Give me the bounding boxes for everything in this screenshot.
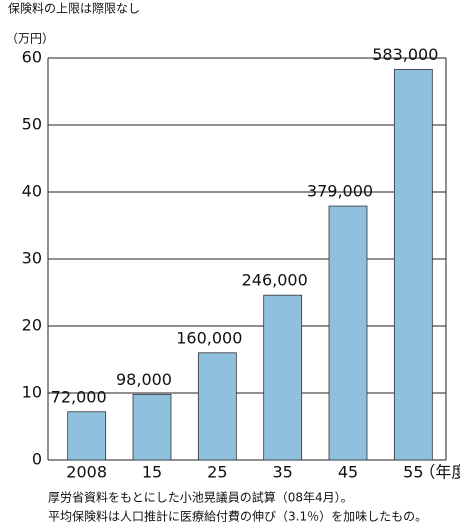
y-axis-label: （万円） [6, 32, 54, 46]
x-axis-label: （年度） [419, 463, 460, 482]
bar [393, 68, 433, 461]
chart-title: 保険料の上限は際限なし [8, 2, 140, 16]
x-tick-label: 35 [272, 463, 292, 482]
x-tick-label: 45 [338, 463, 358, 482]
data-label: 583,000 [372, 45, 438, 64]
bar [197, 352, 237, 461]
bar [263, 294, 303, 461]
y-tick-label: 40 [22, 182, 42, 201]
x-tick-label: 25 [207, 463, 227, 482]
y-tick-label: 50 [22, 115, 42, 134]
data-label: 98,000 [116, 370, 172, 389]
bar [67, 411, 107, 461]
note: 平均保険料は人口推計に医療給付費の伸び（3.1％）を加味したもの。 [48, 509, 427, 524]
data-label: 160,000 [176, 328, 242, 347]
note: 厚労省資料をもとにした小池晃議員の試算（08年4月）。 [48, 490, 353, 505]
y-tick-label: 30 [22, 249, 42, 268]
x-tick-label: 15 [142, 463, 162, 482]
y-tick-label: 10 [22, 383, 42, 402]
y-tick-label: 20 [22, 316, 42, 335]
bar [132, 393, 172, 461]
x-tick-label: 55 [403, 463, 423, 482]
data-label: 379,000 [307, 182, 373, 201]
bar [328, 205, 368, 461]
y-tick-label: 0 [32, 450, 42, 469]
x-tick-label: 2008 [66, 463, 107, 482]
y-tick-label: 60 [22, 48, 42, 67]
data-label: 72,000 [51, 387, 107, 406]
data-label: 246,000 [242, 271, 308, 290]
